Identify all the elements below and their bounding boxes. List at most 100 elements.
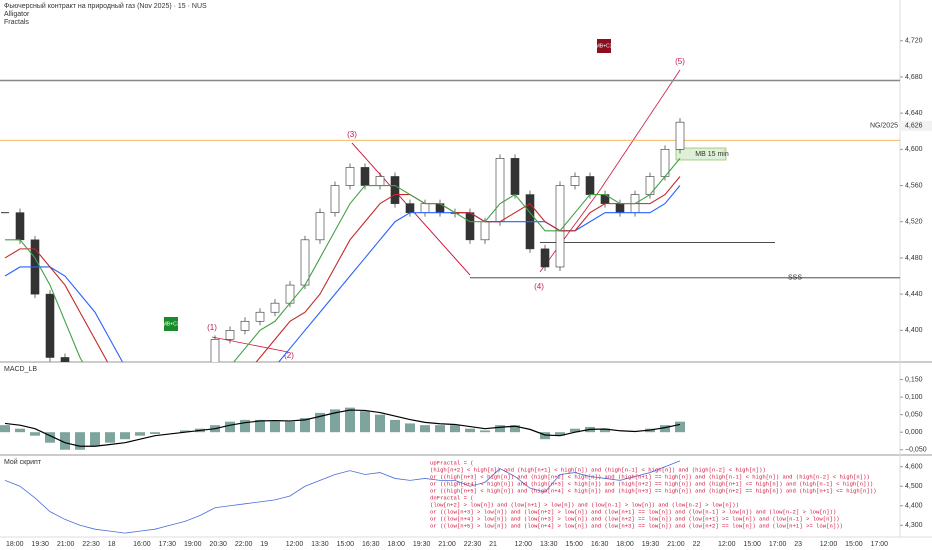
y-tick-label: −0,050 [905, 447, 927, 454]
candle [420, 203, 430, 213]
macd-bar [465, 428, 475, 433]
chart-title: Фьючерсный контракт на природный газ (No… [4, 2, 207, 10]
candle [60, 357, 70, 362]
candle [240, 320, 250, 331]
candle [480, 221, 490, 241]
x-tick-label: 17:00 [871, 541, 889, 548]
y-tick-label: 0,100 [905, 394, 923, 401]
price-tag [900, 120, 932, 131]
indicator-label: Fractals [4, 19, 29, 26]
macd-bar [135, 432, 145, 436]
main-pane: SSS NG/2025 [0, 79, 900, 362]
x-tick-label: 16:30 [591, 541, 609, 548]
x-tick-label: 22:30 [82, 541, 100, 548]
x-tick-label: 19:30 [642, 541, 660, 548]
x-tick-label: 16:30 [362, 541, 380, 548]
macd-bar [390, 419, 400, 433]
wave-label: (4) [534, 282, 544, 291]
macd-bar [285, 421, 295, 433]
candle [585, 176, 595, 195]
wave-label: (2) [284, 351, 294, 360]
zone-label: MB 15 min [695, 151, 729, 158]
x-tick-label: 19:00 [184, 541, 202, 548]
macd-bar [660, 425, 670, 433]
y-tick-label: 4,440 [905, 291, 923, 298]
alligator-line [5, 158, 681, 362]
macd-signal [4, 409, 681, 447]
x-tick-label: 18:00 [616, 541, 634, 548]
macd-bar [375, 414, 385, 433]
code-line: (high[n+2] < high[n]) and (high[n+1] < h… [430, 466, 766, 473]
x-tick-label: 13:30 [311, 541, 329, 548]
y-tick-label: 0,050 [905, 411, 923, 418]
code-line: or ((low[n+4] > low[n]) and (low[n+3] > … [430, 515, 840, 522]
candle [15, 212, 25, 241]
x-tick-label: 13:30 [540, 541, 558, 548]
x-tick-label: 15:00 [565, 541, 583, 548]
macd-bar [15, 428, 25, 433]
x-tick-label: 18:00 [387, 541, 405, 548]
macd-bar [330, 409, 340, 433]
candle [1, 212, 9, 214]
pane-label: Мой скрипт [4, 458, 42, 466]
badge [164, 317, 178, 331]
candle [495, 158, 505, 223]
badge-label: MB+C3 [163, 321, 180, 327]
candle [300, 239, 310, 286]
x-tick-label: 18:00 [6, 541, 24, 548]
candle [360, 167, 370, 186]
y-tick-label: 0,000 [905, 429, 923, 436]
macd-bar [90, 432, 100, 447]
macd-bar [75, 432, 85, 450]
code-line: dnFractal = ( [430, 494, 474, 501]
macd-bar [495, 425, 505, 433]
x-tick-label: 16:00 [133, 541, 151, 548]
x-tick-label: 20:30 [209, 541, 227, 548]
macd-bar [480, 430, 490, 433]
x-tick-label: 21:00 [667, 541, 685, 548]
candle [210, 339, 220, 362]
macd-bar [30, 432, 40, 436]
macd-bar [180, 430, 190, 433]
candle [570, 176, 580, 186]
wave-label: (5) [675, 57, 685, 66]
macd-bar [225, 421, 235, 433]
macd-bar [270, 421, 280, 433]
x-tick-label: 15:00 [743, 541, 761, 548]
candle [255, 311, 265, 322]
indicator-label: Alligator [4, 11, 30, 18]
macd-bar [435, 425, 445, 433]
macd-bar [360, 411, 370, 433]
x-tick-label: 23 [794, 541, 802, 548]
candle [225, 330, 235, 340]
y-tick-label: 4,300 [905, 522, 923, 529]
macd-bar [45, 432, 55, 443]
script-line [4, 460, 681, 534]
x-tick-label: 21 [489, 541, 497, 548]
candle [675, 121, 685, 150]
y-tick-label: 4,600 [905, 464, 923, 471]
candle [390, 176, 400, 204]
macd-bar [675, 421, 685, 433]
y-tick-label: 0,150 [905, 376, 923, 383]
code-line: or ((low[n+5] > low[n]) and (low[n+4] > … [430, 522, 843, 529]
macd-bar [120, 432, 130, 440]
x-tick-label: 22:30 [464, 541, 482, 548]
x-tick-label: 21:00 [438, 541, 456, 548]
y-tick-label: 4,720 [905, 38, 923, 45]
y-tick-label: 4,400 [905, 503, 923, 510]
x-tick-label: 22:00 [235, 541, 253, 548]
y-tick-label: 4,520 [905, 219, 923, 226]
macd-bar [405, 423, 415, 433]
pane-label: MACD_LB [4, 366, 37, 373]
candle [405, 203, 415, 213]
y-tick-label: 4,500 [905, 483, 923, 490]
x-tick-label: 12:00 [718, 541, 736, 548]
x-tick-label: 21:00 [57, 541, 75, 548]
code-line: or ((high[n+3] < high[n]) and (high[n+2]… [430, 473, 870, 480]
candle [375, 176, 385, 186]
x-tick-label: 19:30 [413, 541, 431, 548]
candle [345, 167, 355, 186]
